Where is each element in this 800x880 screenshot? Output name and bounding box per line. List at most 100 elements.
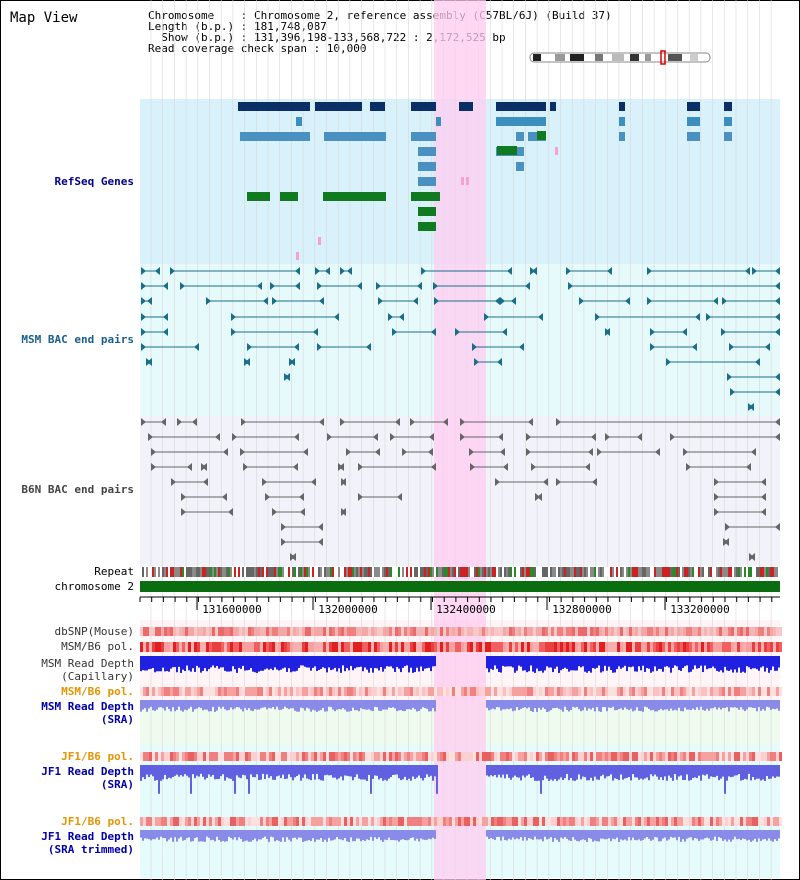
msm-b6-pol2-mark — [338, 687, 341, 696]
repeat-mark — [592, 567, 594, 577]
msm-depth-cap-bar — [432, 656, 434, 667]
msm-bac-pair-end — [180, 282, 185, 290]
repeat-mark — [576, 567, 578, 577]
dbsnp-mark — [359, 627, 362, 636]
jf1-b6-pol-mark — [167, 752, 170, 761]
repeat-mark — [678, 567, 680, 577]
b6n-bac-pair-end — [141, 418, 146, 426]
jf1-b6-pol-mark — [155, 752, 158, 761]
msm-depth-cap-bar — [672, 656, 674, 668]
jf1-trim-depth-bar — [774, 830, 776, 840]
msm-depth-sra-bar — [678, 700, 680, 708]
msm-bac-pair-end — [730, 388, 735, 396]
dbsnp-mark — [368, 627, 371, 636]
msm-depth-cap-bar — [530, 656, 532, 666]
jf1-b6-pol2-mark — [335, 817, 338, 826]
jf1-trim-depth-bar — [284, 830, 286, 842]
jf1-b6-pol-mark — [275, 752, 278, 761]
msm-depth-cap-bar — [566, 656, 568, 669]
repeat-mark — [440, 567, 442, 577]
repeat-mark — [628, 567, 630, 577]
dbsnp-mark — [548, 627, 551, 636]
msm-b6-pol2-mark — [440, 687, 443, 696]
repeat-mark — [730, 567, 732, 577]
msm-depth-sra-bar — [534, 700, 536, 709]
jf1-trim-depth-bar — [412, 830, 414, 838]
jf1-trim-depth-bar — [724, 830, 726, 840]
msm-depth-cap-bar — [614, 656, 616, 673]
b6n-bac-pair-end — [281, 523, 286, 531]
dbsnp-mark — [518, 627, 521, 636]
msm-depth-cap-bar — [292, 656, 294, 672]
jf1-b6-pol-mark — [506, 752, 509, 761]
dbsnp-mark — [707, 627, 710, 636]
jf1-b6-pol2-mark — [524, 817, 527, 826]
msm-bac-pair-end — [399, 313, 404, 321]
msm-depth-sra-bar — [410, 700, 412, 710]
label-msm-depth-sra-2: (SRA) — [100, 713, 134, 726]
msm-b6-pol-mark — [344, 642, 347, 652]
label-refseq-genes: RefSeq Genes — [54, 175, 134, 188]
msm-bac-pair-end — [357, 282, 362, 290]
msm-bac-pair-end — [163, 313, 168, 321]
msm-depth-sra-bar — [584, 700, 586, 708]
msm-b6-pol-mark — [185, 642, 188, 652]
msm-depth-sra-bar — [408, 700, 410, 710]
repeat-mark — [228, 567, 230, 577]
jf1-trim-depth-bar — [250, 830, 252, 842]
repeat-mark — [184, 567, 186, 577]
jf1-b6-pol2-mark — [647, 817, 650, 826]
repeat-mark — [186, 567, 188, 577]
msm-b6-pol2-mark — [293, 687, 296, 696]
jf1-b6-pol-mark — [365, 752, 368, 761]
repeat-mark — [260, 567, 262, 577]
gene-feature — [516, 132, 524, 141]
jf1-depth-bar — [542, 765, 544, 781]
msm-depth-sra-bar — [660, 700, 662, 709]
jf1-depth-bar — [188, 765, 190, 778]
repeat-mark — [238, 567, 240, 577]
dbsnp-mark — [578, 627, 581, 636]
jf1-depth-bar — [492, 765, 494, 777]
repeat-mark — [462, 567, 464, 577]
msm-bac-pair-end — [752, 267, 757, 275]
repeat-mark — [698, 567, 700, 577]
jf1-b6-pol-mark — [680, 752, 683, 761]
jf1-b6-pol2-mark — [602, 817, 605, 826]
msm-b6-pol-mark — [656, 642, 659, 652]
jf1-trim-depth-bar — [194, 830, 196, 839]
repeat-mark — [756, 567, 758, 577]
jf1-b6-pol2-mark — [188, 817, 191, 826]
msm-depth-sra-bar — [520, 700, 522, 709]
msm-b6-pol2-mark — [575, 687, 578, 696]
msm-b6-pol2-mark — [167, 687, 170, 696]
jf1-depth-bar — [760, 765, 762, 781]
msm-bac-pair-end — [141, 297, 146, 305]
label-chromosome: chromosome 2 — [54, 580, 134, 593]
dbsnp-mark — [659, 627, 662, 636]
msm-depth-sra-bar — [676, 700, 678, 711]
jf1-b6-pol-mark — [302, 752, 305, 761]
jf1-trim-depth-bar — [676, 830, 678, 841]
msm-bac-pair-end — [285, 373, 290, 381]
jf1-depth-bar — [604, 765, 606, 779]
jf1-depth-bar — [168, 765, 170, 778]
jf1-b6-pol2-mark — [299, 817, 302, 826]
gene-feature — [516, 162, 524, 171]
msm-b6-pol2-mark — [566, 687, 569, 696]
jf1-depth-bar — [408, 765, 410, 779]
msm-b6-pol-mark — [533, 642, 536, 652]
jf1-trim-depth-bar — [608, 830, 610, 839]
msm-depth-cap-bar — [728, 656, 730, 671]
jf1-depth-bar — [154, 765, 156, 781]
jf1-b6-pol-mark — [164, 752, 167, 761]
jf1-trim-depth-bar — [694, 830, 696, 839]
b6n-bac-pair-end — [526, 448, 531, 456]
msm-depth-sra-bar — [642, 700, 644, 712]
jf1-trim-depth-bar — [344, 830, 346, 838]
jf1-trim-depth-bar — [156, 830, 158, 838]
msm-b6-pol-mark — [398, 642, 401, 652]
msm-b6-pol-mark — [680, 642, 683, 652]
repeat-mark — [212, 567, 214, 577]
